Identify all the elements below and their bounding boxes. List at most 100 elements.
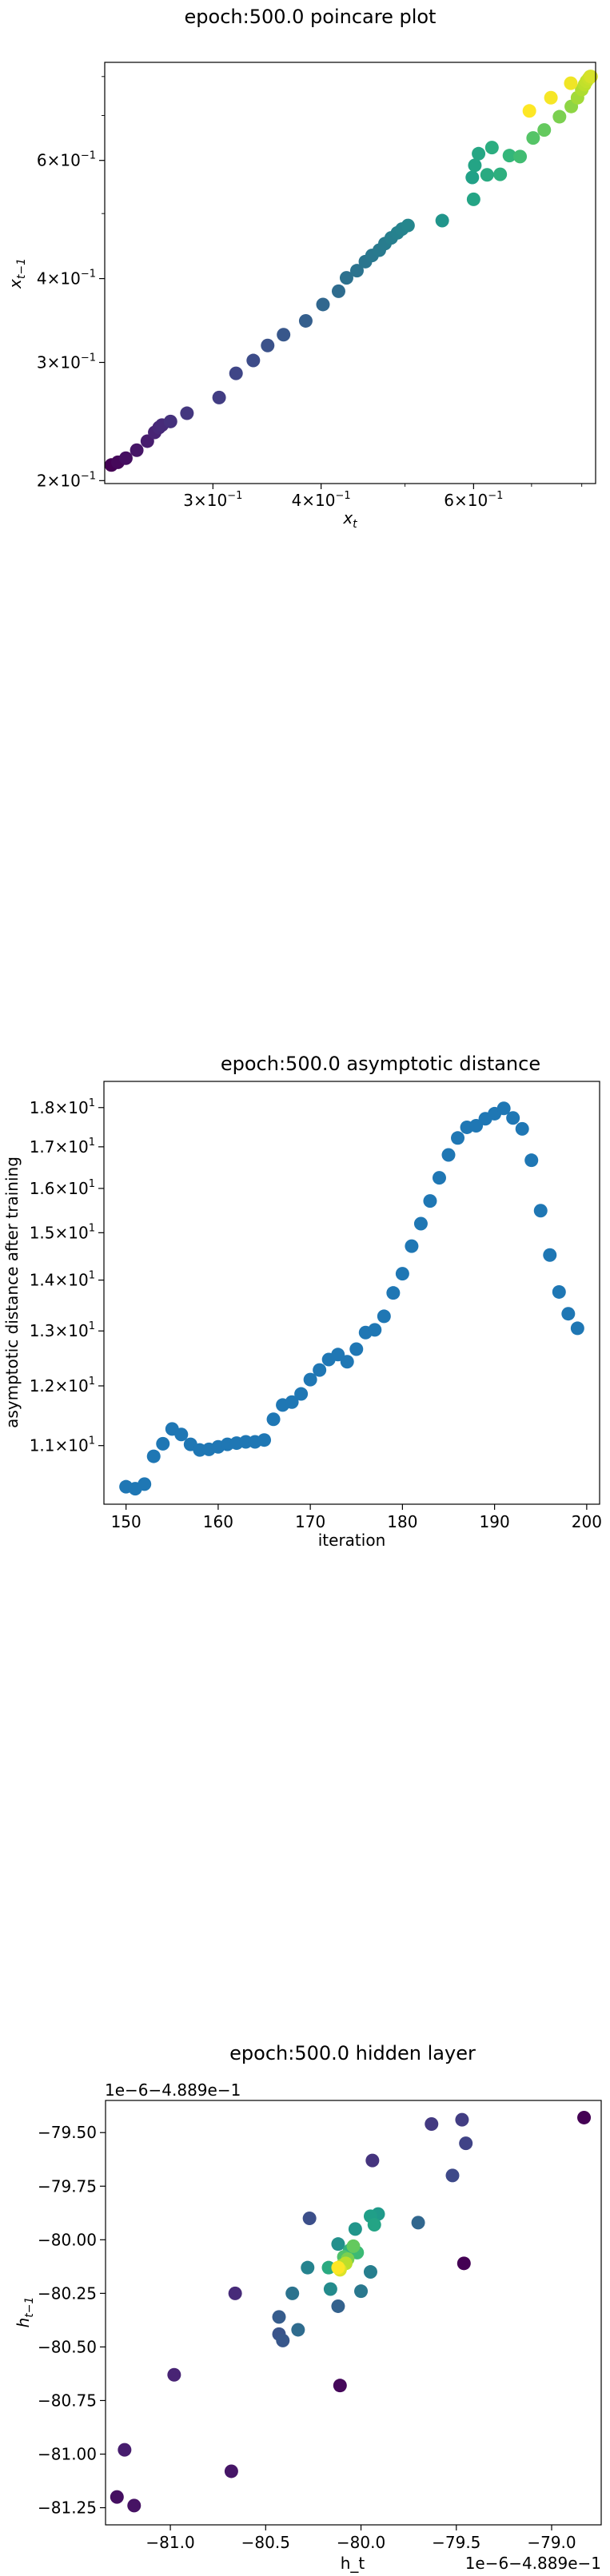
y-tick-label: 1.2×101: [30, 1376, 95, 1395]
poincare-plot-x-label: xt: [342, 508, 357, 531]
y-tick-label: 6×10−1: [37, 150, 96, 170]
distance-point: [331, 1348, 345, 1362]
asymptotic-distance-x-label: iteration: [318, 1531, 386, 1550]
hidden-layer-y-offset-text: 1e−6−4.889e−1: [105, 2080, 241, 2100]
poincare-point: [349, 264, 364, 278]
x-tick-label: 200: [572, 1512, 602, 1531]
hidden-layer-x-ticks: −81.0 −80.5 −80.0 −79.5 −79.0: [146, 2525, 576, 2552]
asymptotic-distance-points: [119, 1101, 584, 1496]
distance-point: [395, 1267, 409, 1281]
x-tick-label: 4×10−1: [292, 490, 351, 510]
distance-point: [405, 1239, 419, 1253]
hidden-layer-point: [333, 2379, 347, 2393]
distance-point: [533, 1204, 548, 1218]
distance-point: [469, 1118, 484, 1133]
y-tick-label: 4×10−1: [37, 269, 96, 289]
poincare-point: [480, 168, 494, 182]
y-tick-label: 1.4×101: [30, 1270, 95, 1290]
poincare-point: [401, 218, 415, 233]
y-tick-label: −79.50: [38, 2123, 97, 2142]
distance-point: [441, 1148, 456, 1162]
hidden-layer-point: [367, 2218, 381, 2232]
poincare-point: [564, 76, 578, 90]
x-tick-label: 150: [111, 1512, 142, 1531]
x-tick-label: 180: [387, 1512, 417, 1531]
asymptotic-distance-y-ticks: 1.1×101 1.2×101 1.3×101 1.4×101 1.5×101 1.6×1…: [30, 1097, 104, 1455]
poincare-point: [130, 443, 144, 457]
hidden-layer-point: [331, 2237, 345, 2252]
x-tick-label: −79.0: [527, 2533, 576, 2552]
distance-point: [266, 1412, 281, 1427]
hidden-layer-point: [455, 2112, 469, 2127]
hidden-layer-point: [301, 2260, 315, 2275]
hidden-layer-point: [577, 2110, 592, 2124]
distance-point: [294, 1387, 309, 1401]
hidden-layer-point: [321, 2260, 336, 2275]
distance-point: [146, 1449, 161, 1463]
y-tick-label: −81.00: [38, 2445, 97, 2464]
distance-point: [506, 1111, 520, 1125]
asymptotic-distance-chart: epoch:500.0 asymptotic distance 150 160 17…: [2, 1053, 602, 1550]
y-tick-label: 3×10−1: [37, 352, 96, 372]
distance-point: [377, 1309, 391, 1324]
poincare-point: [537, 123, 552, 137]
poincare-point: [118, 451, 133, 465]
distance-point: [432, 1171, 446, 1185]
poincare-point: [435, 213, 449, 228]
hidden-layer-point: [331, 2299, 345, 2313]
poincare-point: [339, 271, 353, 285]
poincare-point: [493, 167, 508, 181]
poincare-point: [298, 313, 313, 328]
hidden-layer-point: [228, 2286, 242, 2300]
y-tick-label: 1.1×101: [30, 1435, 95, 1455]
hidden-layer-point: [285, 2286, 300, 2300]
x-tick-label: 3×10−1: [183, 490, 242, 510]
asymptotic-distance-x-ticks: 150 160 170 180 190 200: [111, 1504, 602, 1531]
poincare-point: [468, 158, 482, 173]
hidden-layer-point: [118, 2443, 132, 2457]
poincare-point: [584, 70, 598, 84]
poincare-point: [526, 131, 540, 145]
poincare-plot-chart: epoch:500.0 poincare plot 3×10−1 4×10−1 6×…: [6, 6, 598, 531]
poincare-point: [465, 170, 480, 185]
hidden-layer-point: [323, 2282, 337, 2296]
y-tick-label: 1.6×101: [30, 1178, 95, 1198]
hidden-layer-point: [346, 2239, 361, 2253]
poincare-point: [261, 338, 275, 352]
distance-point: [349, 1342, 364, 1356]
y-tick-label: −79.75: [38, 2176, 97, 2196]
x-tick-label: −81.0: [146, 2533, 194, 2552]
distance-point: [386, 1286, 401, 1300]
hidden-layer-point: [291, 2323, 305, 2337]
distance-point: [496, 1101, 511, 1116]
poincare-point: [180, 406, 194, 420]
x-tick-label: −79.5: [432, 2533, 480, 2552]
x-tick-label: 160: [203, 1512, 233, 1531]
distance-point: [524, 1153, 539, 1168]
x-tick-label: 6×10−1: [444, 490, 503, 510]
poincare-plot-points: [104, 70, 598, 472]
distance-point: [340, 1355, 354, 1369]
y-tick-label: 2×10−1: [37, 470, 96, 490]
poincare-point: [513, 149, 528, 164]
distance-point: [413, 1216, 428, 1231]
poincare-point: [522, 104, 536, 118]
distance-point: [570, 1321, 584, 1336]
hidden-layer-point: [272, 2310, 286, 2324]
y-tick-label: 1.7×101: [30, 1137, 95, 1157]
poincare-point: [246, 353, 261, 368]
hidden-layer-point: [354, 2284, 369, 2299]
asymptotic-distance-frame: [103, 1081, 600, 1505]
y-tick-label: 1.8×101: [30, 1097, 95, 1117]
hidden-layer-point: [445, 2168, 460, 2183]
poincare-plot-y-ticks: 2×10−1 3×10−1 4×10−1 6×10−1: [37, 76, 105, 490]
poincare-point: [552, 109, 567, 124]
hidden-layer-x-label: h_t: [341, 2554, 365, 2573]
hidden-layer-point: [457, 2256, 471, 2271]
hidden-layer-point: [348, 2222, 362, 2236]
poincare-plot-frame: [104, 62, 596, 484]
y-tick-label: 1.3×101: [30, 1320, 95, 1340]
poincare-point: [212, 390, 226, 404]
poincare-point: [316, 297, 330, 312]
hidden-layer-point: [167, 2367, 181, 2382]
